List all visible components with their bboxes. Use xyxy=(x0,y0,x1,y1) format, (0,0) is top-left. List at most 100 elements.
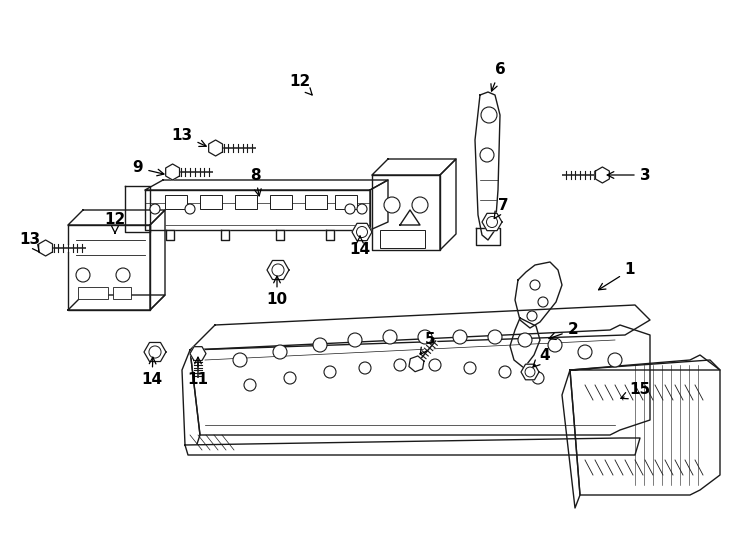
Bar xyxy=(235,195,257,209)
Polygon shape xyxy=(68,225,150,310)
Text: 15: 15 xyxy=(621,382,650,399)
Circle shape xyxy=(244,379,256,391)
Circle shape xyxy=(608,353,622,367)
Circle shape xyxy=(76,268,90,282)
Text: 1: 1 xyxy=(598,262,635,290)
Polygon shape xyxy=(190,305,650,350)
Circle shape xyxy=(487,217,498,227)
Text: 14: 14 xyxy=(349,237,371,258)
Circle shape xyxy=(359,362,371,374)
Circle shape xyxy=(488,330,502,344)
Circle shape xyxy=(412,197,428,213)
Text: 2: 2 xyxy=(549,322,578,340)
Circle shape xyxy=(481,107,497,123)
Text: 4: 4 xyxy=(533,348,550,367)
Circle shape xyxy=(532,372,544,384)
Polygon shape xyxy=(145,190,370,230)
Polygon shape xyxy=(39,240,53,256)
Polygon shape xyxy=(150,210,165,310)
Circle shape xyxy=(480,148,494,162)
Circle shape xyxy=(284,372,296,384)
Bar xyxy=(270,195,292,209)
Text: 12: 12 xyxy=(104,213,126,233)
Polygon shape xyxy=(221,230,229,240)
Polygon shape xyxy=(570,360,720,370)
Polygon shape xyxy=(68,295,165,310)
Circle shape xyxy=(527,311,537,321)
Text: 9: 9 xyxy=(133,160,164,176)
Polygon shape xyxy=(476,228,500,245)
Text: 6: 6 xyxy=(491,63,506,91)
Text: 14: 14 xyxy=(142,357,162,388)
Bar xyxy=(200,195,222,209)
Circle shape xyxy=(548,338,562,352)
Circle shape xyxy=(185,204,195,214)
Polygon shape xyxy=(370,180,388,230)
Polygon shape xyxy=(400,210,420,225)
Circle shape xyxy=(345,204,355,214)
Circle shape xyxy=(357,204,367,214)
Circle shape xyxy=(530,280,540,290)
Polygon shape xyxy=(267,260,289,280)
Circle shape xyxy=(272,264,284,276)
Text: 3: 3 xyxy=(607,167,650,183)
Text: 13: 13 xyxy=(19,233,40,253)
Circle shape xyxy=(273,345,287,359)
Polygon shape xyxy=(182,350,200,450)
Circle shape xyxy=(464,362,476,374)
Polygon shape xyxy=(190,325,650,435)
Circle shape xyxy=(429,359,441,371)
Bar xyxy=(305,195,327,209)
Polygon shape xyxy=(570,355,720,495)
Polygon shape xyxy=(185,438,640,455)
Polygon shape xyxy=(326,230,334,240)
Polygon shape xyxy=(145,180,388,190)
Circle shape xyxy=(348,333,362,347)
Polygon shape xyxy=(595,167,609,183)
Bar xyxy=(380,230,425,248)
Polygon shape xyxy=(68,210,165,225)
Circle shape xyxy=(149,346,161,358)
Text: 13: 13 xyxy=(172,127,206,146)
Circle shape xyxy=(418,330,432,344)
Polygon shape xyxy=(510,318,540,368)
Polygon shape xyxy=(515,262,562,328)
Circle shape xyxy=(233,353,247,367)
Text: 7: 7 xyxy=(494,198,509,219)
Bar xyxy=(165,195,187,209)
Circle shape xyxy=(313,338,327,352)
Circle shape xyxy=(384,197,400,213)
Bar xyxy=(78,287,108,299)
Polygon shape xyxy=(475,92,500,240)
Text: 11: 11 xyxy=(187,357,208,388)
Polygon shape xyxy=(125,186,150,232)
Circle shape xyxy=(499,366,511,378)
Polygon shape xyxy=(144,342,166,361)
Polygon shape xyxy=(166,164,180,180)
Circle shape xyxy=(357,226,368,238)
Text: 5: 5 xyxy=(421,333,435,355)
Circle shape xyxy=(578,345,592,359)
Polygon shape xyxy=(352,224,372,241)
Polygon shape xyxy=(276,230,284,240)
Circle shape xyxy=(383,330,397,344)
Text: 12: 12 xyxy=(289,75,312,95)
Circle shape xyxy=(518,333,532,347)
Polygon shape xyxy=(372,175,440,250)
Circle shape xyxy=(538,297,548,307)
Polygon shape xyxy=(482,213,502,231)
Circle shape xyxy=(116,268,130,282)
Polygon shape xyxy=(521,364,539,380)
Bar xyxy=(113,287,131,299)
Circle shape xyxy=(525,367,535,377)
Circle shape xyxy=(394,359,406,371)
Polygon shape xyxy=(562,370,580,508)
Text: 10: 10 xyxy=(266,276,288,307)
Circle shape xyxy=(324,366,336,378)
Bar xyxy=(335,195,357,209)
Polygon shape xyxy=(372,159,456,175)
Polygon shape xyxy=(190,347,206,361)
Text: 8: 8 xyxy=(250,167,261,196)
Polygon shape xyxy=(440,159,456,250)
Circle shape xyxy=(453,330,467,344)
